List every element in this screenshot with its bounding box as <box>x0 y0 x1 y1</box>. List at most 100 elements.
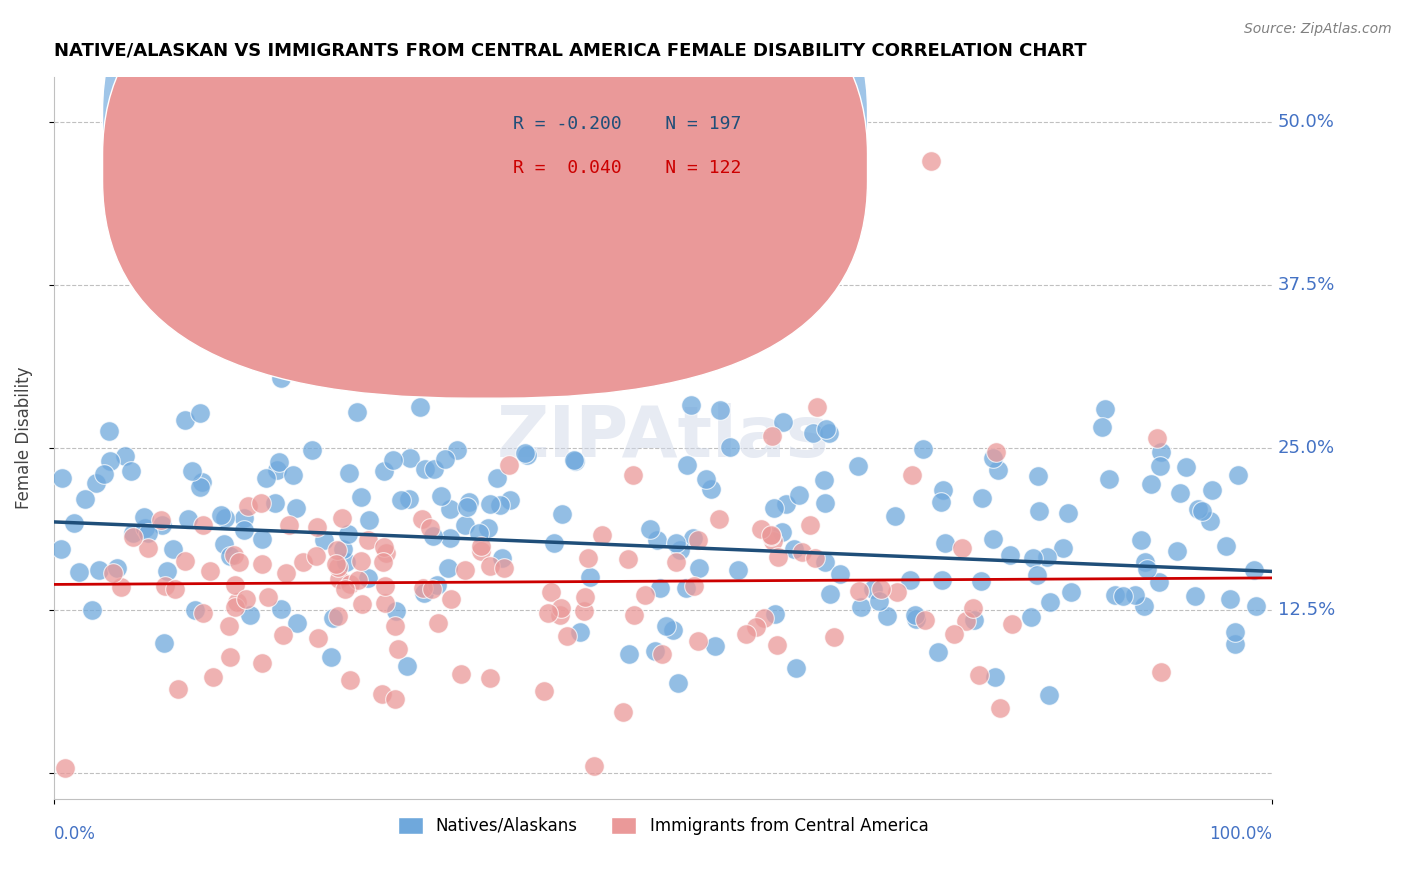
Immigrants from Central America <box>307 632 329 646</box>
Natives/Alaskans <box>1175 460 1198 475</box>
Natives/Alaskans <box>1022 550 1045 565</box>
Natives/Alaskans <box>862 582 884 597</box>
Natives/Alaskans <box>679 398 702 412</box>
Immigrants from Central America <box>969 668 991 682</box>
Natives/Alaskans <box>214 511 236 525</box>
Immigrants from Central America <box>707 511 730 525</box>
Immigrants from Central America <box>136 541 159 555</box>
Natives/Alaskans <box>849 600 872 615</box>
Immigrants from Central America <box>110 580 132 594</box>
Natives/Alaskans <box>783 542 806 557</box>
Immigrants from Central America <box>548 608 571 623</box>
Natives/Alaskans <box>676 458 699 472</box>
Natives/Alaskans <box>270 371 292 385</box>
Immigrants from Central America <box>623 608 645 623</box>
Natives/Alaskans <box>987 463 1010 477</box>
Natives/Alaskans <box>122 526 145 541</box>
Natives/Alaskans <box>820 587 842 601</box>
Natives/Alaskans <box>669 542 692 557</box>
Natives/Alaskans <box>63 516 86 531</box>
Natives/Alaskans <box>1187 502 1209 516</box>
Immigrants from Central America <box>494 561 516 575</box>
Immigrants from Central America <box>1001 616 1024 631</box>
Natives/Alaskans <box>1060 585 1083 599</box>
Text: 12.5%: 12.5% <box>1278 601 1336 619</box>
Natives/Alaskans <box>1026 568 1049 582</box>
Natives/Alaskans <box>267 455 290 469</box>
Immigrants from Central America <box>1150 665 1173 679</box>
Natives/Alaskans <box>983 669 1005 683</box>
Immigrants from Central America <box>943 627 966 641</box>
Natives/Alaskans <box>382 453 405 467</box>
Immigrants from Central America <box>277 518 299 533</box>
Immigrants from Central America <box>374 595 396 609</box>
Natives/Alaskans <box>209 508 232 523</box>
Natives/Alaskans <box>479 497 502 511</box>
Natives/Alaskans <box>97 424 120 438</box>
Immigrants from Central America <box>330 511 353 525</box>
Immigrants from Central America <box>250 656 273 670</box>
Natives/Alaskans <box>688 561 710 575</box>
Immigrants from Central America <box>387 641 409 656</box>
Natives/Alaskans <box>82 603 104 617</box>
Immigrants from Central America <box>952 541 974 556</box>
Immigrants from Central America <box>304 549 326 563</box>
Immigrants from Central America <box>665 555 688 569</box>
Natives/Alaskans <box>1139 476 1161 491</box>
Natives/Alaskans <box>439 502 461 516</box>
Natives/Alaskans <box>828 566 851 581</box>
Immigrants from Central America <box>333 582 356 597</box>
Immigrants from Central America <box>914 613 936 627</box>
Natives/Alaskans <box>905 612 928 626</box>
Natives/Alaskans <box>904 608 927 623</box>
Immigrants from Central America <box>373 540 395 554</box>
Natives/Alaskans <box>337 527 360 541</box>
Natives/Alaskans <box>357 513 380 527</box>
Immigrants from Central America <box>955 614 977 628</box>
Immigrants from Central America <box>165 582 187 596</box>
Natives/Alaskans <box>1191 504 1213 518</box>
Immigrants from Central America <box>412 581 434 595</box>
Natives/Alaskans <box>884 509 907 524</box>
Natives/Alaskans <box>814 496 837 510</box>
Immigrants from Central America <box>419 521 441 535</box>
Natives/Alaskans <box>264 496 287 510</box>
Immigrants from Central America <box>276 566 298 580</box>
Immigrants from Central America <box>374 579 396 593</box>
Immigrants from Central America <box>651 647 673 661</box>
Natives/Alaskans <box>436 561 458 575</box>
Natives/Alaskans <box>321 649 343 664</box>
Natives/Alaskans <box>638 522 661 536</box>
Natives/Alaskans <box>73 491 96 506</box>
Immigrants from Central America <box>591 527 613 541</box>
Natives/Alaskans <box>153 636 176 650</box>
Natives/Alaskans <box>87 563 110 577</box>
Natives/Alaskans <box>332 542 354 557</box>
Natives/Alaskans <box>1000 548 1022 562</box>
Natives/Alaskans <box>963 613 986 627</box>
Natives/Alaskans <box>1038 688 1060 702</box>
Natives/Alaskans <box>682 532 704 546</box>
Natives/Alaskans <box>346 405 368 419</box>
Text: 50.0%: 50.0% <box>1278 113 1334 131</box>
Natives/Alaskans <box>981 451 1004 466</box>
Natives/Alaskans <box>770 524 793 539</box>
Natives/Alaskans <box>458 495 481 509</box>
Immigrants from Central America <box>235 592 257 607</box>
Immigrants from Central America <box>347 573 370 587</box>
Immigrants from Central America <box>761 428 783 442</box>
Natives/Alaskans <box>232 523 254 537</box>
Immigrants from Central America <box>612 706 634 720</box>
Immigrants from Central America <box>420 582 443 596</box>
Natives/Alaskans <box>105 561 128 575</box>
Immigrants from Central America <box>370 687 392 701</box>
Immigrants from Central America <box>540 585 562 599</box>
Natives/Alaskans <box>787 488 810 502</box>
Natives/Alaskans <box>645 533 668 548</box>
Immigrants from Central America <box>962 601 984 615</box>
Immigrants from Central America <box>799 517 821 532</box>
Text: ZIPAtlas: ZIPAtlas <box>496 403 830 473</box>
Natives/Alaskans <box>695 472 717 486</box>
Immigrants from Central America <box>555 629 578 643</box>
Natives/Alaskans <box>931 483 953 497</box>
